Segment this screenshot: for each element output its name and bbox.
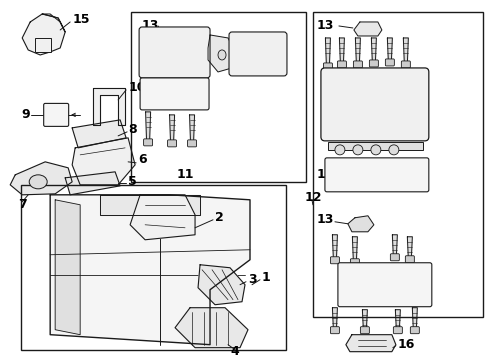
Polygon shape bbox=[65, 172, 120, 195]
Polygon shape bbox=[339, 38, 344, 64]
Text: 4: 4 bbox=[230, 345, 239, 358]
Polygon shape bbox=[207, 35, 235, 72]
Polygon shape bbox=[347, 216, 373, 232]
Text: 9: 9 bbox=[21, 108, 30, 121]
Polygon shape bbox=[22, 14, 65, 55]
Bar bbox=[131, 12, 305, 182]
FancyBboxPatch shape bbox=[143, 139, 152, 146]
FancyBboxPatch shape bbox=[360, 327, 368, 334]
FancyBboxPatch shape bbox=[337, 263, 431, 307]
Polygon shape bbox=[345, 335, 395, 352]
Polygon shape bbox=[325, 38, 330, 66]
Polygon shape bbox=[93, 88, 125, 125]
FancyBboxPatch shape bbox=[389, 254, 399, 261]
Text: 13: 13 bbox=[141, 19, 158, 32]
Polygon shape bbox=[370, 38, 376, 63]
Text: 15: 15 bbox=[72, 13, 89, 27]
Text: 1: 1 bbox=[262, 271, 270, 284]
FancyBboxPatch shape bbox=[139, 27, 210, 78]
Text: 16: 16 bbox=[397, 338, 414, 351]
Text: 6: 6 bbox=[138, 153, 146, 166]
FancyBboxPatch shape bbox=[337, 61, 346, 68]
FancyBboxPatch shape bbox=[405, 256, 413, 263]
Bar bbox=[327, 142, 422, 150]
Polygon shape bbox=[332, 308, 337, 330]
FancyBboxPatch shape bbox=[409, 327, 419, 334]
Text: 10: 10 bbox=[128, 81, 145, 94]
Polygon shape bbox=[395, 310, 400, 330]
Polygon shape bbox=[332, 235, 337, 260]
Ellipse shape bbox=[388, 145, 398, 155]
Polygon shape bbox=[130, 195, 195, 240]
FancyBboxPatch shape bbox=[228, 32, 286, 76]
Polygon shape bbox=[411, 308, 416, 330]
Ellipse shape bbox=[352, 145, 362, 155]
Ellipse shape bbox=[29, 175, 47, 189]
FancyBboxPatch shape bbox=[140, 78, 208, 110]
Text: 5: 5 bbox=[128, 175, 137, 188]
Polygon shape bbox=[189, 115, 194, 143]
Polygon shape bbox=[72, 138, 135, 185]
Polygon shape bbox=[175, 308, 247, 348]
Polygon shape bbox=[55, 200, 80, 335]
FancyBboxPatch shape bbox=[368, 60, 378, 67]
FancyBboxPatch shape bbox=[401, 61, 409, 68]
FancyBboxPatch shape bbox=[323, 63, 332, 70]
Polygon shape bbox=[403, 38, 407, 64]
Polygon shape bbox=[169, 115, 174, 143]
Polygon shape bbox=[352, 237, 357, 262]
Text: 12: 12 bbox=[305, 191, 322, 204]
Text: 11: 11 bbox=[176, 168, 193, 181]
Text: 14: 14 bbox=[316, 168, 334, 181]
Polygon shape bbox=[42, 14, 65, 32]
FancyBboxPatch shape bbox=[187, 140, 196, 147]
Bar bbox=[35, 38, 51, 52]
FancyBboxPatch shape bbox=[353, 61, 362, 68]
Text: 13: 13 bbox=[316, 19, 334, 32]
Polygon shape bbox=[355, 38, 360, 64]
Polygon shape bbox=[407, 237, 411, 259]
Text: 2: 2 bbox=[215, 211, 224, 224]
Text: 7: 7 bbox=[18, 198, 26, 211]
Polygon shape bbox=[50, 195, 249, 345]
FancyBboxPatch shape bbox=[330, 257, 339, 264]
FancyBboxPatch shape bbox=[320, 68, 428, 141]
FancyBboxPatch shape bbox=[385, 59, 393, 66]
Polygon shape bbox=[391, 235, 397, 257]
Polygon shape bbox=[353, 22, 381, 36]
FancyBboxPatch shape bbox=[167, 140, 176, 147]
Polygon shape bbox=[10, 162, 72, 195]
Text: 8: 8 bbox=[128, 123, 137, 136]
Text: 3: 3 bbox=[247, 273, 256, 286]
Bar bbox=[21, 185, 285, 350]
Polygon shape bbox=[198, 265, 244, 305]
Ellipse shape bbox=[370, 145, 380, 155]
FancyBboxPatch shape bbox=[330, 327, 339, 334]
FancyBboxPatch shape bbox=[324, 158, 428, 192]
Polygon shape bbox=[72, 120, 126, 148]
Text: 13: 13 bbox=[316, 213, 334, 226]
Ellipse shape bbox=[334, 145, 344, 155]
Ellipse shape bbox=[218, 50, 225, 60]
Polygon shape bbox=[145, 112, 150, 142]
FancyBboxPatch shape bbox=[43, 103, 68, 126]
Polygon shape bbox=[386, 38, 391, 62]
Polygon shape bbox=[100, 195, 200, 215]
Bar bbox=[312, 12, 482, 317]
Polygon shape bbox=[362, 310, 366, 330]
FancyBboxPatch shape bbox=[350, 259, 359, 266]
FancyBboxPatch shape bbox=[392, 327, 402, 334]
